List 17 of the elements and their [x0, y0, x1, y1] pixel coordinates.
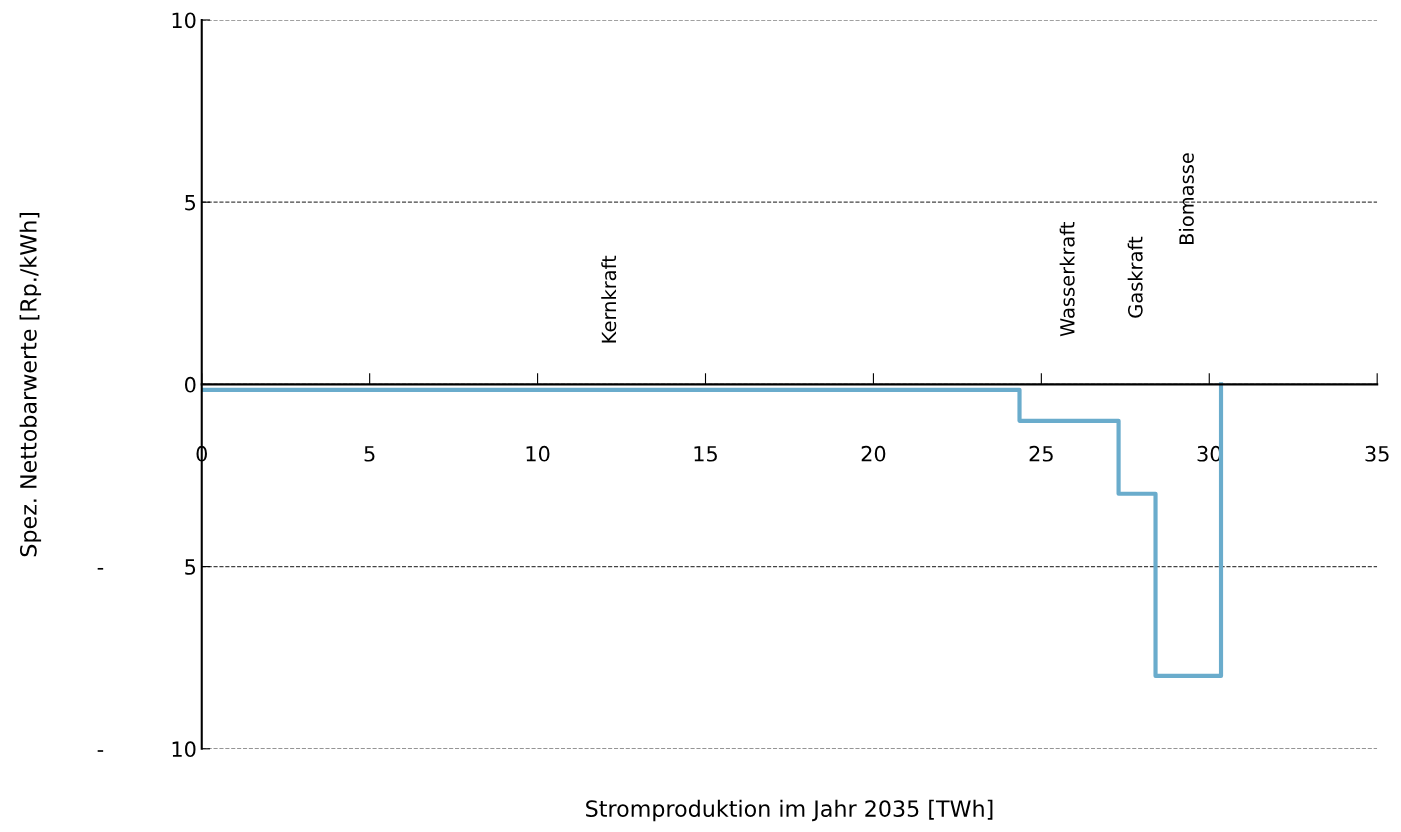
- annotation: Biomasse: [1178, 153, 1194, 244]
- annotation: Kernkraft: [601, 255, 617, 343]
- y-axis-title: Spez. Nettobarwerte [Rp./kWh]: [19, 212, 42, 557]
- x-tick-label: 35: [1365, 445, 1389, 462]
- y-tick-label: 0: [185, 376, 196, 393]
- x-tick-label: 5: [364, 446, 375, 462]
- x-axis-title: Stromproduktion im Jahr 2035 [TWh]: [586, 799, 993, 822]
- x-tick-label: 25: [1029, 445, 1053, 462]
- x-tick-label: 10: [526, 445, 550, 462]
- x-tick-label: 15: [694, 446, 717, 462]
- annotation: Gaskraft: [1127, 236, 1143, 318]
- y-tick-label: 5: [185, 194, 196, 211]
- y-tick-label: - 5: [97, 559, 196, 575]
- annotation: Wasserkraft: [1059, 222, 1075, 337]
- y-tick-label: - 10: [97, 741, 196, 758]
- x-tick-label: 20: [861, 445, 886, 462]
- y-tick-label: 10: [172, 12, 196, 29]
